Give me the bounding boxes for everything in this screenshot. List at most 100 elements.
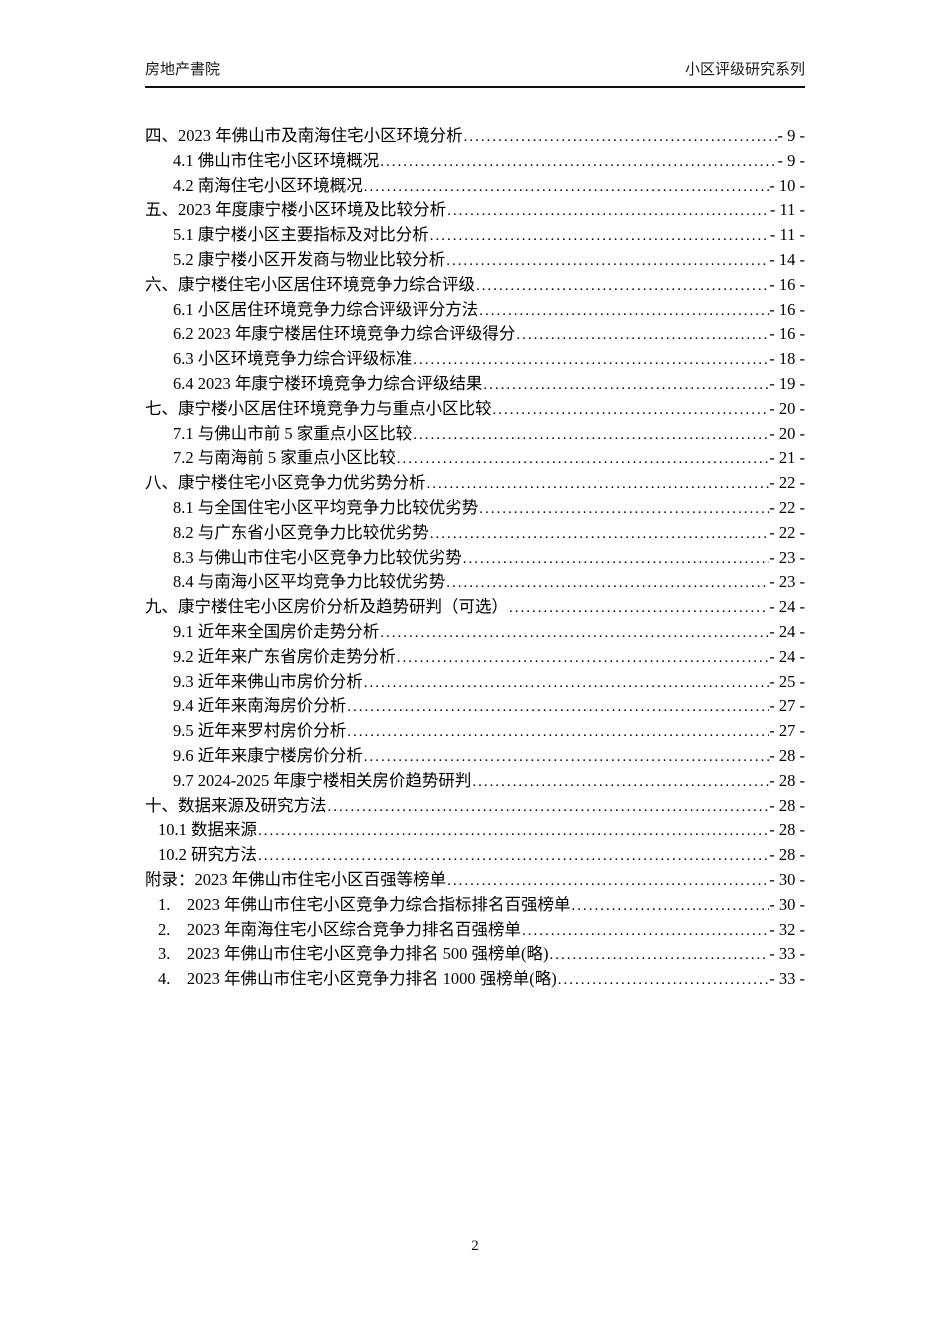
toc-dot-leader: ........................................… [446, 575, 769, 592]
toc-entry[interactable]: 1. 2023 年佛山市住宅小区竞争力综合指标排名百强榜单...........… [145, 893, 805, 918]
toc-page-number: - 28 - [769, 770, 805, 790]
header-right-text: 小区评级研究系列 [684, 61, 805, 78]
toc-entry[interactable]: 8.1 与全国住宅小区平均竞争力比较优劣势...................… [145, 496, 805, 521]
toc-dot-leader: ........................................… [429, 525, 770, 542]
toc-entry[interactable]: 10.2 研究方法...............................… [145, 843, 805, 868]
toc-dot-leader: ........................................… [413, 352, 770, 369]
toc-dot-leader: ........................................… [479, 302, 770, 319]
toc-page-number: - 21 - [769, 448, 805, 468]
toc-page-number: - 30 - [769, 869, 805, 889]
toc-entry[interactable]: 9.3 近年来佛山市房价分析..........................… [145, 670, 805, 695]
toc-page-number: - 19 - [769, 373, 805, 393]
toc-dot-leader: ........................................… [413, 426, 770, 443]
toc-dot-leader: ........................................… [447, 872, 770, 889]
toc-dot-leader: ........................................… [426, 476, 770, 493]
toc-page-number: - 33 - [769, 969, 805, 989]
toc-page-number: - 24 - [769, 646, 805, 666]
toc-page-number: - 22 - [769, 473, 805, 493]
toc-entry[interactable]: 六、康宁楼住宅小区居住环境竞争力综合评级....................… [145, 273, 805, 298]
toc-page-number: - 9 - [777, 150, 806, 170]
toc-entry[interactable]: 4.2 南海住宅小区环境概况..........................… [145, 174, 805, 199]
toc-entry[interactable]: 6.3 小区环境竞争力综合评级标准.......................… [145, 347, 805, 372]
toc-entry-title: 2. 2023 年南海住宅小区综合竞争力排名百强榜单 [158, 919, 521, 939]
toc-page-number: - 11 - [769, 200, 805, 220]
toc-dot-leader: ........................................… [363, 178, 770, 195]
toc-page-number: - 20 - [769, 398, 805, 418]
toc-dot-leader: ........................................… [380, 153, 777, 170]
toc-entry[interactable]: 4.1 佛山市住宅小区环境概况.........................… [145, 149, 805, 174]
toc-entry[interactable]: 9.6 近年来康宁楼房价分析..........................… [145, 744, 805, 769]
toc-page-number: - 28 - [769, 845, 805, 865]
toc-dot-leader: ........................................… [522, 922, 770, 939]
toc-page-number: - 16 - [769, 299, 805, 319]
toc-entry-title: 附录：2023 年佛山市住宅小区百强等榜单 [145, 869, 447, 889]
toc-dot-leader: ........................................… [446, 252, 769, 269]
toc-dot-leader: ........................................… [462, 550, 770, 567]
toc-entry-title: 4. 2023 年佛山市住宅小区竞争力排名 1000 强榜单(略) [158, 969, 557, 989]
toc-dot-leader: ........................................… [509, 600, 769, 617]
toc-entry[interactable]: 9.7 2024-2025 年康宁楼相关房价趋势研判..............… [145, 769, 805, 794]
toc-dot-leader: ........................................… [549, 947, 770, 964]
toc-entry-title: 8.4 与南海小区平均竞争力比较优劣势 [173, 572, 446, 592]
toc-entry[interactable]: 四、2023 年佛山市及南海住宅小区环境分析..................… [145, 124, 805, 149]
toc-page-number: - 11 - [769, 225, 805, 245]
toc-dot-leader: ........................................… [380, 624, 770, 641]
toc-dot-leader: ........................................… [363, 674, 770, 691]
toc-dot-leader: ........................................… [347, 699, 769, 716]
toc-page-number: - 28 - [769, 795, 805, 815]
toc-entry[interactable]: 6.2 2023 年康宁楼居住环境竞争力综合评级得分..............… [145, 322, 805, 347]
toc-entry[interactable]: 10.1 数据来源...............................… [145, 818, 805, 843]
toc-entry[interactable]: 九、康宁楼住宅小区房价分析及趋势研判（可选）..................… [145, 595, 805, 620]
toc-entry[interactable]: 五、2023 年度康宁楼小区环境及比较分析...................… [145, 198, 805, 223]
toc-entry-title: 10.2 研究方法 [158, 845, 257, 865]
toc-entry[interactable]: 十、数据来源及研究方法.............................… [145, 794, 805, 819]
page-footer: 2 [0, 1238, 950, 1255]
toc-entry[interactable]: 七、康宁楼小区居住环境竞争力与重点小区比较...................… [145, 397, 805, 422]
toc-entry[interactable]: 9.4 近年来南海房价分析...........................… [145, 694, 805, 719]
toc-entry[interactable]: 7.2 与南海前 5 家重点小区比较......................… [145, 446, 805, 471]
toc-entry-title: 九、康宁楼住宅小区房价分析及趋势研判（可选） [145, 597, 508, 617]
toc-entry[interactable]: 6.4 2023 年康宁楼环境竞争力综合评级结果................… [145, 372, 805, 397]
toc-entry[interactable]: 5.1 康宁楼小区主要指标及对比分析......................… [145, 223, 805, 248]
toc-page-number: - 27 - [769, 721, 805, 741]
toc-entry[interactable]: 附录：2023 年佛山市住宅小区百强等榜单...................… [145, 868, 805, 893]
toc-entry[interactable]: 9.2 近年来广东省房价走势分析........................… [145, 645, 805, 670]
toc-entry[interactable]: 8.4 与南海小区平均竞争力比较优劣势.....................… [145, 570, 805, 595]
toc-page-number: - 23 - [769, 572, 805, 592]
toc-entry-title: 9.7 2024-2025 年康宁楼相关房价趋势研判 [173, 770, 472, 790]
toc-page-number: - 24 - [769, 597, 805, 617]
toc-page-number: - 16 - [769, 274, 805, 294]
toc-dot-leader: ........................................… [396, 451, 770, 468]
toc-page-number: - 9 - [777, 126, 806, 145]
toc-entry[interactable]: 6.1 小区居住环境竞争力综合评级评分方法...................… [145, 298, 805, 323]
toc-entry[interactable]: 9.1 近年来全国房价走势分析.........................… [145, 620, 805, 645]
toc-entry-title: 5.2 康宁楼小区开发商与物业比较分析 [173, 249, 446, 269]
toc-page-number: - 14 - [769, 249, 805, 269]
toc-dot-leader: ........................................… [396, 649, 770, 666]
toc-entry[interactable]: 4. 2023 年佛山市住宅小区竞争力排名 1000 强榜单(略).......… [145, 967, 805, 992]
toc-dot-leader: ........................................… [447, 203, 770, 220]
toc-entry[interactable]: 8.3 与佛山市住宅小区竞争力比较优劣势....................… [145, 546, 805, 571]
toc-dot-leader: ........................................… [516, 327, 770, 344]
toc-entry[interactable]: 9.5 近年来罗村房价分析...........................… [145, 719, 805, 744]
toc-entry-title: 9.6 近年来康宁楼房价分析 [173, 745, 363, 765]
toc-dot-leader: ........................................… [363, 748, 770, 765]
toc-dot-leader: ........................................… [476, 277, 770, 294]
toc-entry[interactable]: 2. 2023 年南海住宅小区综合竞争力排名百强榜单..............… [145, 918, 805, 943]
toc-page-number: - 33 - [769, 944, 805, 964]
toc-entry-title: 五、2023 年度康宁楼小区环境及比较分析 [145, 200, 447, 220]
toc-dot-leader: ........................................… [258, 823, 770, 840]
toc-dot-leader: ........................................… [492, 401, 770, 418]
toc-entry[interactable]: 3. 2023 年佛山市住宅小区竞争力排名 500 强榜单(略)........… [145, 942, 805, 967]
toc-dot-leader: ........................................… [347, 724, 769, 741]
toc-entry-title: 6.3 小区环境竞争力综合评级标准 [173, 349, 413, 369]
toc-entry-title: 3. 2023 年佛山市住宅小区竞争力排名 500 强榜单(略) [158, 944, 549, 964]
toc-page-number: - 28 - [769, 820, 805, 840]
toc-entry[interactable]: 八、康宁楼住宅小区竞争力优劣势分析.......................… [145, 471, 805, 496]
toc-entry-title: 八、康宁楼住宅小区竞争力优劣势分析 [145, 473, 426, 493]
toc-entry[interactable]: 5.2 康宁楼小区开发商与物业比较分析.....................… [145, 248, 805, 273]
toc-entry[interactable]: 8.2 与广东省小区竞争力比较优劣势......................… [145, 521, 805, 546]
toc-entry[interactable]: 7.1 与佛山市前 5 家重点小区比较.....................… [145, 422, 805, 447]
toc-page-number: - 22 - [769, 522, 805, 542]
toc-entry-title: 1. 2023 年佛山市住宅小区竞争力综合指标排名百强榜单 [158, 894, 571, 914]
